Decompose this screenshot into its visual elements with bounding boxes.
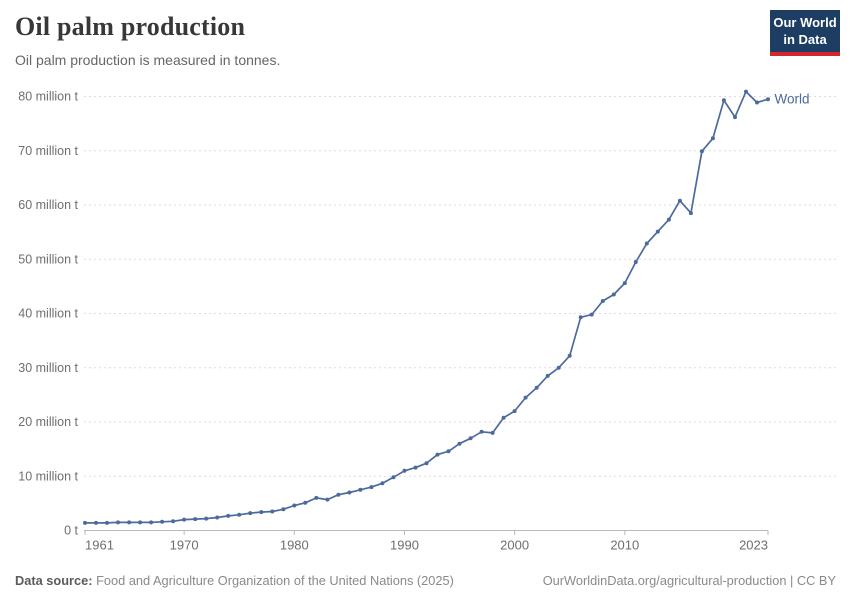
data-point <box>149 520 154 525</box>
y-tick-label: 70 million t <box>18 144 78 158</box>
y-tick-label: 0 t <box>64 524 78 538</box>
data-point <box>490 430 495 435</box>
data-point <box>556 365 561 370</box>
data-point <box>171 519 176 524</box>
data-point <box>314 495 319 500</box>
data-point <box>622 281 627 286</box>
data-point <box>94 520 98 525</box>
data-point <box>336 492 341 497</box>
data-point <box>567 353 572 358</box>
y-tick-label: 10 million t <box>18 469 78 483</box>
data-point <box>545 373 550 378</box>
x-tick-label: 1961 <box>85 538 114 553</box>
data-point <box>611 292 616 297</box>
data-point <box>666 217 671 222</box>
data-point <box>721 98 726 103</box>
data-point <box>644 241 649 246</box>
data-source-label: Data source: <box>15 573 93 588</box>
data-point <box>633 260 638 264</box>
data-point <box>182 517 187 522</box>
data-point <box>424 461 429 466</box>
data-point <box>116 520 120 525</box>
data-source-note: Data source: Food and Agriculture Organi… <box>15 573 454 588</box>
owid-url-license[interactable]: OurWorldinData.org/agricultural-producti… <box>542 573 836 588</box>
owid-logo-line1: Our World <box>773 15 837 30</box>
data-point <box>226 513 231 518</box>
data-point <box>733 115 737 120</box>
series-label-world[interactable]: World <box>775 91 810 106</box>
data-point <box>347 490 352 495</box>
data-point <box>578 315 583 320</box>
x-tick-label: 1970 <box>170 538 199 553</box>
data-point <box>435 452 440 457</box>
page-title: Oil palm production <box>15 12 246 41</box>
data-point <box>468 436 473 441</box>
data-point <box>193 517 198 522</box>
data-source-link[interactable]: Food and Agriculture Organization of the… <box>96 573 454 588</box>
data-point <box>270 509 275 514</box>
data-point <box>600 299 605 303</box>
data-point <box>710 136 715 141</box>
data-point <box>127 520 132 525</box>
data-point <box>523 395 528 400</box>
data-point <box>358 487 363 492</box>
data-point <box>589 312 594 317</box>
chart-subtitle: Oil palm production is measured in tonne… <box>15 52 281 68</box>
y-tick-label: 30 million t <box>18 361 78 375</box>
data-point <box>160 519 165 524</box>
data-point <box>259 510 264 515</box>
data-point <box>391 475 396 480</box>
data-point <box>83 520 87 525</box>
data-point <box>325 497 330 502</box>
x-tick-label: 1980 <box>280 538 309 553</box>
data-point <box>248 511 253 516</box>
x-tick-label: 2010 <box>610 538 639 553</box>
owid-logo-line2: in Data <box>783 31 827 47</box>
data-point <box>402 468 407 473</box>
data-point <box>479 429 484 434</box>
owid-logo[interactable]: Our World in Data <box>770 10 840 57</box>
data-point <box>457 441 462 446</box>
data-point <box>369 485 374 490</box>
data-point <box>303 500 308 505</box>
data-point <box>534 385 539 390</box>
data-point <box>237 512 242 517</box>
data-point <box>138 520 143 525</box>
series-line-world <box>85 90 769 524</box>
data-point <box>766 97 770 102</box>
data-point <box>105 520 109 525</box>
data-point <box>677 198 682 203</box>
data-point <box>292 503 297 508</box>
data-point <box>380 481 385 486</box>
y-tick-label: 40 million t <box>18 307 78 321</box>
data-point <box>204 516 209 521</box>
data-point <box>755 100 759 105</box>
data-point <box>501 415 506 420</box>
data-point <box>688 211 693 216</box>
data-point <box>699 149 704 154</box>
data-point <box>744 89 748 94</box>
x-tick-label: 2023 <box>739 538 768 553</box>
y-tick-label: 60 million t <box>18 198 78 212</box>
data-point <box>215 515 220 520</box>
y-tick-label: 80 million t <box>18 90 78 104</box>
x-tick-label: 1990 <box>390 538 419 553</box>
data-point <box>446 449 451 454</box>
y-tick-label: 50 million t <box>18 252 78 266</box>
data-point <box>655 229 660 234</box>
y-tick-label: 20 million t <box>18 415 78 429</box>
data-point <box>281 507 286 512</box>
data-point <box>512 409 517 414</box>
data-point <box>413 465 418 470</box>
x-tick-label: 2000 <box>500 538 529 553</box>
